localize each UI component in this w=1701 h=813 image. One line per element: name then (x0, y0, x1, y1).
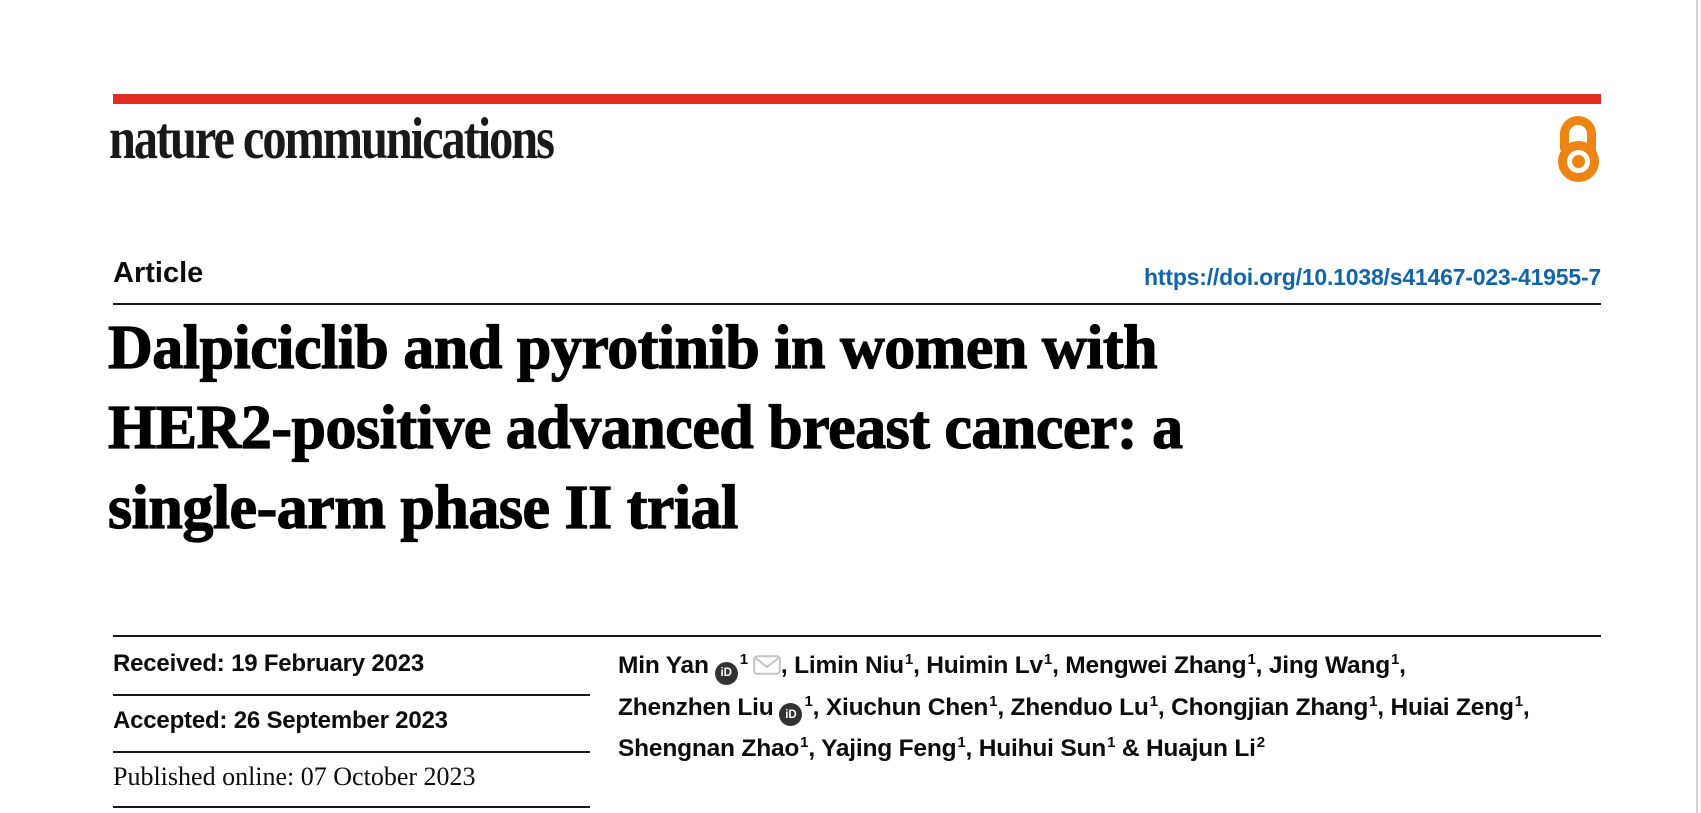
dates-divider-1 (113, 694, 590, 696)
author-separator: , (997, 693, 1011, 721)
author-name: Zhenzhen Liu (618, 693, 774, 721)
author-affiliation-sup: 1 (904, 651, 914, 668)
title-line-2: HER2-positive advanced breast cancer: a (107, 393, 1183, 462)
doi-link[interactable]: https://doi.org/10.1038/s41467-023-41955… (1144, 264, 1601, 290)
author-name: Huajun Li (1145, 735, 1256, 762)
author-line: Min Yan iD1, Limin Niu1, Huimin Lv1, Meng… (618, 647, 1518, 689)
received-label: Received: (113, 650, 225, 677)
author-line: Shengnan Zhao1, Yajing Feng1, Huihui Sun… (618, 730, 1518, 772)
email-icon[interactable] (753, 649, 781, 688)
orcid-icon[interactable]: iD (714, 661, 738, 685)
author-list: Min Yan iD1, Limin Niu1, Huimin Lv1, Meng… (618, 647, 1530, 772)
dates-block-top-rule (113, 635, 1601, 637)
author-separator: , (1052, 652, 1066, 679)
received-value: 19 February 2023 (231, 650, 424, 677)
accepted-value: 26 September 2023 (233, 707, 448, 734)
author-separator: , (965, 735, 979, 762)
author-name: Huiai Zeng (1390, 693, 1514, 721)
author-separator: , (1157, 693, 1172, 721)
dates-divider-3 (113, 806, 590, 808)
masthead-red-bar (113, 94, 1601, 104)
author-name: Zhenduo Lu (1010, 693, 1149, 721)
accepted-label: Accepted: (113, 707, 228, 734)
author-name: Xiuchun Chen (825, 693, 989, 721)
author-affiliation-sup: 1 (1043, 651, 1053, 668)
header-rule (113, 303, 1601, 305)
journal-logo: nature communications (109, 105, 555, 171)
author-name: Mengwei Zhang (1065, 652, 1247, 679)
published-date: Published online: 07 October 2023 (113, 762, 476, 792)
author-separator: , (812, 693, 826, 721)
author-name: Chongjian Zhang (1171, 693, 1369, 721)
orcid-icon[interactable]: iD (779, 703, 803, 727)
author-affiliation-sup: 1 (800, 734, 809, 751)
author-affiliation-sup: 2 (1256, 734, 1265, 751)
accepted-date: Accepted: 26 September 2023 (113, 707, 448, 735)
author-affiliation-sup: 1 (1514, 692, 1523, 710)
author-affiliation-sup: 1 (1369, 692, 1378, 710)
dates-divider-2 (113, 751, 590, 753)
title-line-1: Dalpiciclib and pyrotinib in women with (107, 313, 1158, 382)
title-line-3: single-arm phase II trial (107, 473, 739, 542)
author-affiliation-sup: 1 (804, 692, 813, 710)
author-affiliation-sup: 1 (1149, 692, 1158, 710)
author-name: Yajing Feng (821, 735, 957, 762)
author-affiliation-sup: 1 (1107, 734, 1116, 751)
author-separator: , (1522, 693, 1530, 721)
author-separator: & (1115, 735, 1146, 762)
received-date: Received: 19 February 2023 (113, 650, 424, 678)
author-affiliation-sup: 1 (957, 734, 966, 751)
author-name: Limin Niu (794, 652, 904, 679)
published-value: 07 October 2023 (300, 762, 476, 791)
author-separator: , (780, 652, 795, 679)
author-line: Zhenzhen Liu iD1, Xiuchun Chen1, Zhenduo … (618, 689, 1530, 731)
author-name: Huihui Sun (978, 735, 1107, 762)
author-separator: , (1255, 652, 1269, 679)
paper-title: Dalpiciclib and pyrotinib in women with … (107, 308, 1458, 548)
published-label: Published online: (113, 762, 295, 791)
author-name: Jing Wang (1268, 652, 1390, 679)
author-affiliation-sup: 1 (1390, 651, 1400, 668)
author-name: Shengnan Zhao (618, 735, 800, 762)
open-access-icon (1558, 116, 1599, 182)
article-type-label: Article (113, 257, 204, 289)
author-name: Min Yan (618, 652, 709, 679)
author-separator: , (913, 652, 927, 679)
author-affiliation-sup: 1 (1247, 651, 1256, 668)
author-separator: , (808, 735, 822, 762)
author-separator: , (1399, 652, 1406, 679)
page-right-edge (1696, 0, 1698, 813)
author-affiliation-sup: 1 (989, 692, 998, 710)
author-affiliation-sup: 1 (739, 651, 748, 668)
author-separator: , (1377, 693, 1391, 721)
author-name: Huimin Lv (926, 652, 1043, 679)
